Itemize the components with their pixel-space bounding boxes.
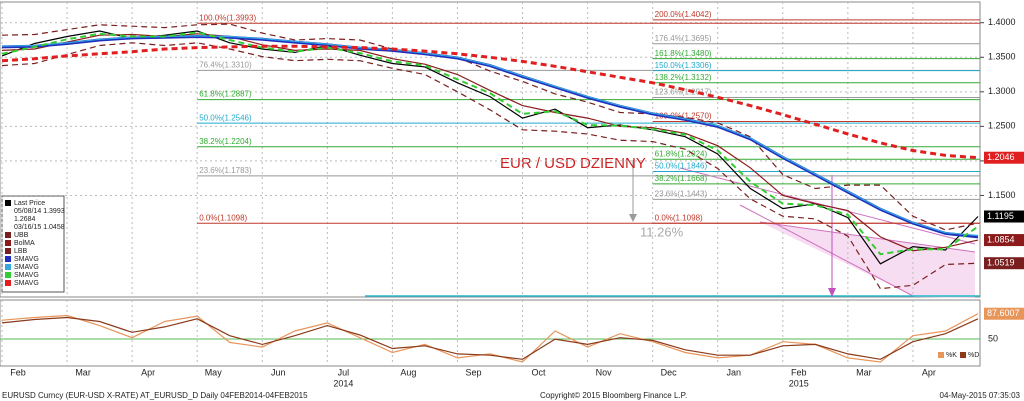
legend-label: UBB (14, 232, 29, 239)
year-label: 2014 (333, 378, 353, 388)
legend-swatch (5, 240, 11, 246)
price-tag (984, 307, 1024, 320)
price-tag (984, 151, 1024, 164)
legend-label: %K (946, 352, 957, 359)
footer-left: EURUSD Curncy (EUR-USD X-RATE) AT_EURUSD… (2, 391, 308, 400)
year-label: 2015 (789, 378, 809, 388)
fib-label: 23.6%(1.1443) (655, 189, 708, 198)
series-line (1, 42, 979, 290)
x-tick-label: Mar (856, 367, 872, 377)
legend-swatch (5, 232, 11, 238)
x-tick-label: Feb (10, 367, 26, 377)
price-tag-label: 1.1195 (987, 211, 1014, 221)
legend-stat: 05/08/14 1.3993 (14, 208, 65, 215)
legend-label: LBB (14, 248, 28, 255)
series-line (1, 31, 979, 256)
legend-swatch (5, 272, 11, 278)
legend-label: Last Price (14, 200, 45, 207)
legend-label: SMAVG (14, 272, 39, 279)
legend-swatch (960, 352, 966, 358)
annotation: 11.26% (640, 224, 684, 239)
price-tag (984, 257, 1024, 270)
fib-label: 23.6%(1.1783) (199, 166, 252, 175)
footer-center: Copyright© 2015 Bloomberg Finance L.P. (540, 391, 687, 400)
fib-label: 50.0%(1.2546) (199, 113, 252, 122)
oscillator-panel (0, 299, 981, 367)
legend-label: SMAVG (14, 280, 39, 287)
price-tag-label: 1.0519 (987, 258, 1015, 268)
channel-line (739, 204, 916, 298)
y-tick-label: 1.3000 (988, 86, 1016, 96)
y-tick-label: 1.2500 (988, 121, 1016, 131)
fib-label: 176.4%(1.3695) (655, 34, 712, 43)
price-tag (984, 210, 1024, 223)
price-tag (984, 234, 1024, 247)
x-tick-label: Apr (922, 367, 936, 377)
fib-label: 50.0%(1.1846) (655, 162, 708, 171)
price-tag-label: 1.2046 (987, 152, 1015, 162)
fib-label: 38.2%(1.1668) (655, 174, 708, 183)
arrow-head (828, 288, 836, 297)
legend-swatch (5, 264, 11, 270)
legend-label: %D (968, 352, 979, 359)
y-tick-label: 1.3500 (988, 52, 1016, 62)
fib-label: 38.2%(1.2204) (199, 137, 252, 146)
legend-label: SMAVG (14, 264, 39, 271)
price-tag-label: 87.6007 (987, 308, 1020, 318)
footer-right: 04-May-2015 07:35:03 (940, 391, 1021, 400)
legend-swatch (5, 280, 11, 286)
legend-swatch (938, 352, 944, 358)
fib-label: 150.0%(1.3306) (655, 61, 712, 70)
legend-swatch (5, 248, 11, 254)
series-line (1, 316, 979, 360)
x-tick-label: Jun (271, 367, 286, 377)
legend-stat: 1.2684 (14, 216, 36, 223)
y-tick-label: 50 (988, 333, 998, 343)
x-tick-label: Dec (661, 367, 678, 377)
x-tick-label: Apr (141, 367, 155, 377)
x-tick-label: May (205, 367, 223, 377)
x-tick-label: Nov (596, 367, 613, 377)
fib-label: 76.4%(1.3310) (199, 61, 252, 70)
fib-label: 0.0%(1.1098) (199, 213, 247, 222)
legend-swatch (5, 200, 11, 206)
series-line (1, 23, 979, 231)
legend-label: SMAVG (14, 256, 39, 263)
x-tick-label: Mar (75, 367, 91, 377)
fib-label: 61.8%(1.2024) (655, 149, 708, 158)
chart-title: EUR / USD DZIENNY (500, 155, 646, 172)
x-tick-label: Sep (465, 367, 481, 377)
legend-box (1, 195, 65, 293)
fib-label: 123.6%(1.2917) (655, 88, 712, 97)
series-line (1, 44, 979, 160)
trend-channel (760, 222, 975, 298)
fib-label: 138.2%(1.3132) (655, 73, 712, 82)
x-tick-label: Feb (791, 367, 807, 377)
y-tick-label: 1.1500 (988, 190, 1016, 200)
fib-label: 100.0%(1.3993) (199, 13, 256, 22)
x-tick-label: Jan (726, 367, 741, 377)
fib-label: 0.0%(1.1098) (655, 213, 703, 222)
legend-swatch (5, 256, 11, 262)
fib-label: 61.8%(1.2887) (199, 90, 252, 99)
legend-label: BolMA (14, 240, 35, 247)
fib-label: 100.0%(1.2570) (655, 112, 712, 121)
x-tick-label: Aug (400, 367, 416, 377)
arrow-head (629, 214, 637, 222)
legend-stat: 03/16/15 1.0458 (14, 224, 65, 231)
price-tag-label: 1.0854 (987, 234, 1015, 244)
fib-label: 200.0%(1.4042) (655, 10, 712, 19)
fib-label: 161.8%(1.3480) (655, 49, 712, 58)
x-tick-label: Jul (338, 367, 350, 377)
x-tick-label: Oct (532, 367, 547, 377)
y-tick-label: 1.4000 (988, 17, 1016, 27)
